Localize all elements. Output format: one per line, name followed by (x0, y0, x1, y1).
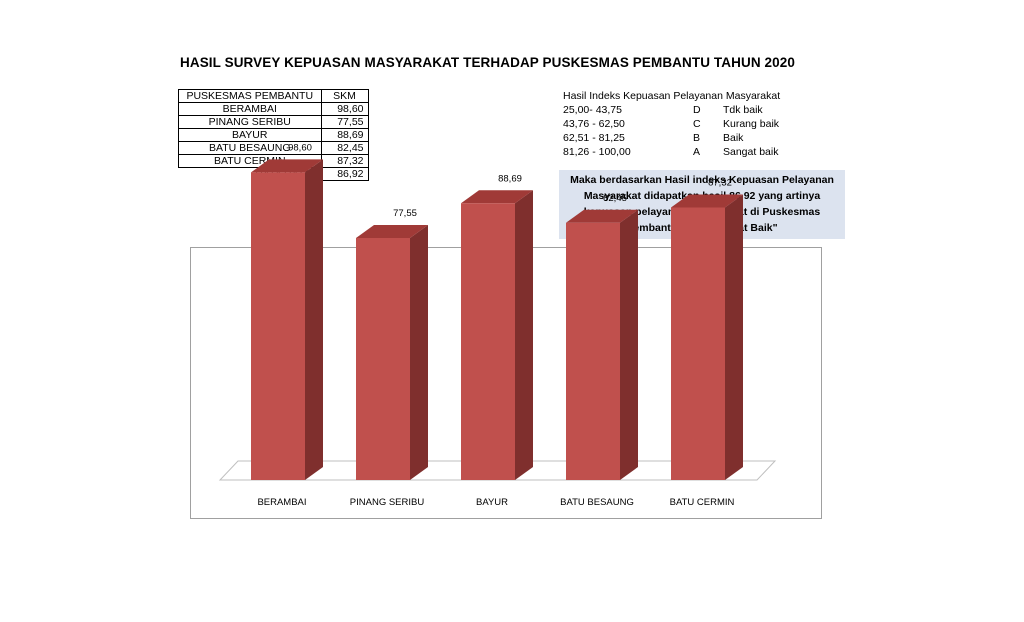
bar (251, 159, 323, 481)
bar (461, 190, 533, 480)
header-puskesmas: PUSKESMAS PEMBANTU (178, 89, 322, 103)
data-label: 82,45 (603, 193, 627, 204)
index-label: Sangat baik (723, 146, 779, 158)
skm-table: PUSKESMAS PEMBANTU SKM BERAMBAI 98,60 PI… (178, 89, 369, 181)
data-label: 87,32 (708, 178, 732, 189)
index-grade: A (693, 146, 701, 158)
conclusion-line: Maka berdasarkan Hasil indeks Kepuasan P… (570, 174, 834, 186)
index-grade: B (693, 132, 701, 144)
index-row: 81,26 - 100,00 A Sangat baik (563, 145, 780, 159)
table-row: BATU BESAUNG 82,45 (178, 141, 369, 155)
index-range: 62,51 - 81,25 (563, 132, 625, 144)
bar (566, 209, 638, 481)
bar (671, 194, 743, 481)
x-tick-label: BATU BESAUNG (560, 497, 634, 508)
table-row: BERAMBAI 98,60 (178, 102, 369, 116)
header-skm: SKM (320, 89, 369, 103)
bar-side-face (620, 209, 638, 481)
index-label: Tdk baik (723, 104, 763, 116)
data-label: 77,55 (393, 208, 417, 219)
bar-top-face (251, 159, 323, 173)
index-grade: D (693, 104, 701, 116)
index-title: Hasil Indeks Kepuasan Pelayanan Masyarak… (563, 90, 781, 102)
data-label: 98,60 (288, 142, 312, 153)
row-name: BATU BESAUNG (178, 141, 322, 155)
row-value: 77,55 (320, 115, 369, 129)
bar-front-face (356, 238, 410, 480)
x-tick-label: BATU CERMIN (670, 497, 735, 508)
index-range: 81,26 - 100,00 (563, 146, 631, 158)
bar-top-face (356, 225, 428, 239)
x-tick-label: PINANG SERIBU (350, 497, 425, 508)
bar-front-face (671, 207, 725, 481)
table-header-row: PUSKESMAS PEMBANTU SKM (178, 89, 369, 103)
index-row: 25,00- 43,75 D Tdk baik (563, 103, 780, 117)
bar-top-face (566, 209, 638, 223)
index-row: 43,76 - 62,50 C Kurang baik (563, 117, 780, 131)
index-range: 25,00- 43,75 (563, 104, 622, 116)
bar-side-face (305, 159, 323, 481)
table-row: PINANG SERIBU 77,55 (178, 115, 369, 129)
index-grade: C (693, 118, 701, 130)
bar-top-face (671, 194, 743, 208)
page-title: HASIL SURVEY KEPUASAN MASYARAKAT TERHADA… (180, 55, 795, 70)
bar-front-face (461, 203, 515, 480)
bar-side-face (725, 194, 743, 481)
index-label: Baik (723, 132, 744, 144)
data-label: 88,69 (498, 173, 522, 184)
row-value: 88,69 (320, 128, 369, 142)
index-range: 43,76 - 62,50 (563, 118, 625, 130)
bar-front-face (566, 222, 620, 481)
bar-side-face (515, 190, 533, 480)
bar-top-face (461, 190, 533, 204)
bar-front-face (251, 172, 305, 481)
bar (356, 225, 428, 480)
bar-side-face (410, 225, 428, 480)
index-legend: Hasil Indeks Kepuasan Pelayanan Masyarak… (563, 89, 780, 159)
index-label: Kurang baik (723, 118, 780, 130)
x-tick-label: BAYUR (476, 497, 508, 508)
index-row: 62,51 - 81,25 B Baik (563, 131, 780, 145)
x-tick-label: BERAMBAI (257, 497, 306, 508)
